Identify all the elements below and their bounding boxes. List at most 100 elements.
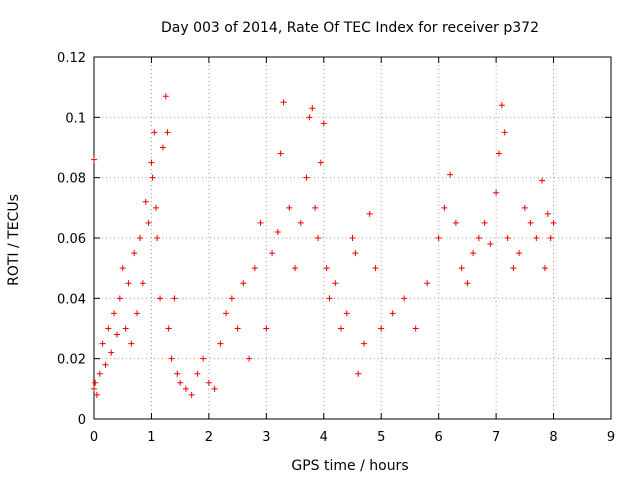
data-point	[211, 385, 218, 392]
data-point	[424, 280, 431, 287]
data-point	[246, 355, 253, 362]
data-point	[320, 120, 327, 127]
data-point	[269, 250, 276, 257]
x-tick-label: 3	[262, 430, 270, 445]
data-point	[131, 250, 138, 257]
x-tick-label: 1	[147, 430, 155, 445]
data-point	[544, 210, 551, 217]
data-point	[151, 129, 158, 136]
data-point	[188, 391, 195, 398]
data-point	[297, 219, 304, 226]
data-point	[99, 340, 106, 347]
data-point	[452, 219, 459, 226]
data-point	[91, 385, 97, 392]
data-point	[194, 370, 201, 377]
data-point	[168, 355, 175, 362]
data-point	[315, 235, 322, 241]
data-point	[105, 325, 112, 332]
data-point	[136, 235, 143, 241]
data-point	[286, 204, 293, 211]
data-point	[157, 295, 164, 302]
axis-ticks: 0 1 2 3 4 5 6 7 8 9 0 0.02 0.04 0.06 0.08 0.1 0.12	[57, 51, 615, 445]
x-tick-label: 9	[607, 430, 615, 445]
data-point	[539, 177, 546, 184]
data-point	[200, 355, 207, 362]
data-point	[378, 325, 385, 332]
data-point	[401, 295, 408, 302]
data-points	[91, 93, 557, 398]
data-point	[475, 235, 482, 241]
data-point	[501, 129, 508, 136]
data-point	[92, 379, 99, 386]
data-point	[541, 265, 548, 272]
data-point	[326, 295, 333, 302]
data-point	[205, 379, 212, 386]
data-point	[332, 280, 339, 287]
data-point	[547, 235, 554, 241]
data-point	[217, 340, 224, 347]
data-point	[263, 325, 270, 332]
x-tick-label: 0	[90, 430, 98, 445]
data-point	[96, 370, 103, 377]
data-point	[134, 310, 141, 317]
data-point	[343, 310, 350, 317]
x-tick-label: 7	[492, 430, 500, 445]
data-point	[464, 280, 471, 287]
data-point	[504, 235, 511, 241]
data-point	[306, 114, 313, 121]
data-point	[366, 210, 373, 217]
data-point	[165, 325, 172, 332]
data-point	[154, 235, 161, 241]
data-point	[349, 235, 356, 241]
data-point	[171, 295, 178, 302]
x-tick-label: 4	[320, 430, 328, 445]
data-point	[119, 265, 126, 272]
data-point	[458, 265, 465, 272]
data-point	[533, 235, 540, 241]
data-point	[148, 159, 155, 166]
data-point	[487, 241, 494, 248]
data-point	[164, 129, 171, 136]
data-point	[527, 219, 534, 226]
x-tick-label: 8	[549, 430, 557, 445]
data-point	[113, 331, 120, 338]
data-point	[159, 144, 166, 151]
data-point	[149, 174, 156, 181]
data-point	[495, 150, 502, 157]
data-point	[102, 361, 109, 368]
data-point	[240, 280, 247, 287]
x-tick-label: 2	[205, 430, 213, 445]
data-point	[125, 280, 132, 287]
data-point	[128, 340, 135, 347]
data-point	[292, 265, 299, 272]
data-point	[510, 265, 517, 272]
data-point	[251, 265, 258, 272]
data-point	[498, 102, 505, 109]
data-point	[111, 310, 118, 317]
data-point	[234, 325, 241, 332]
data-point	[441, 204, 448, 211]
data-point	[481, 219, 488, 226]
data-point	[174, 370, 181, 377]
data-point	[317, 159, 324, 166]
data-point	[93, 391, 100, 398]
data-point	[142, 198, 149, 205]
data-point	[389, 310, 396, 317]
y-tick-label: 0.1	[65, 111, 86, 126]
x-tick-label: 5	[377, 430, 385, 445]
data-point	[470, 250, 477, 257]
data-point	[116, 295, 123, 302]
data-point	[108, 349, 115, 356]
data-point	[139, 280, 146, 287]
data-point	[521, 204, 528, 211]
x-tick-label: 6	[435, 430, 443, 445]
data-point	[145, 219, 152, 226]
data-point	[182, 385, 189, 392]
data-point	[257, 219, 264, 226]
data-point	[309, 105, 316, 112]
data-point	[223, 310, 230, 317]
y-tick-label: 0.08	[57, 172, 86, 187]
data-point	[435, 235, 442, 241]
data-point	[352, 250, 359, 257]
